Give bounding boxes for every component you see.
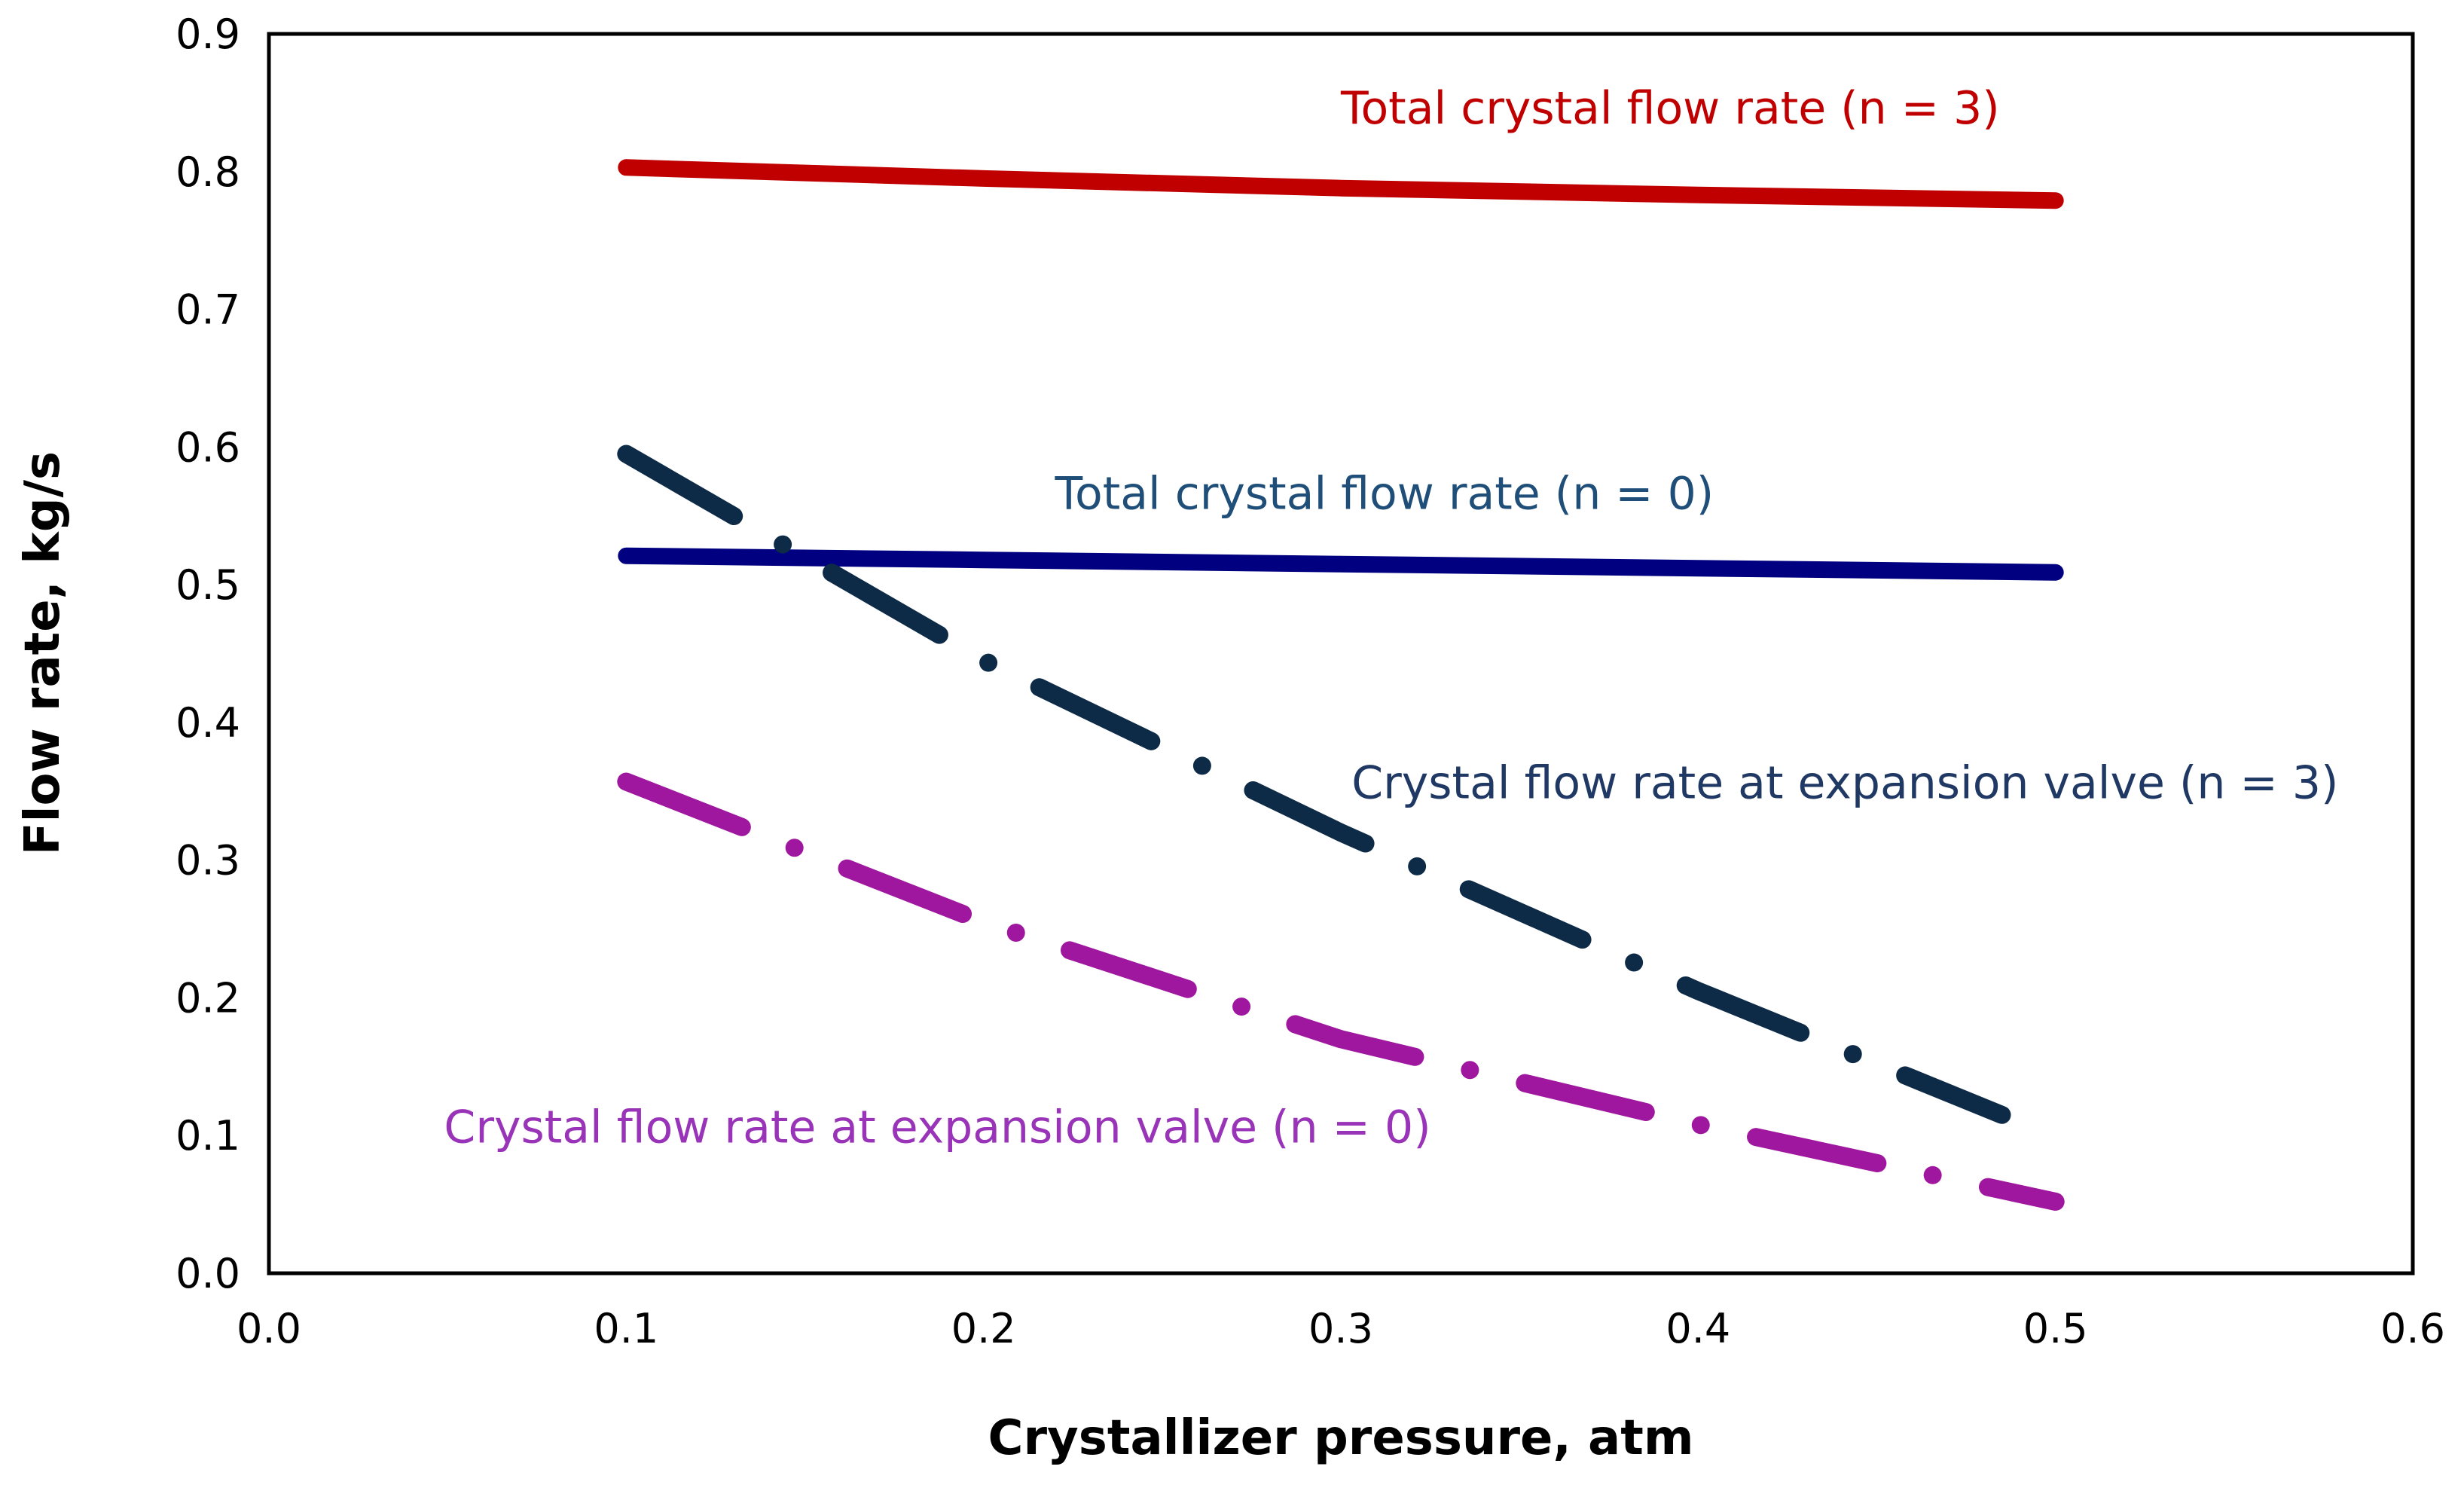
x-tick-label: 0.3 xyxy=(1308,1305,1373,1352)
y-tick-label: 0.5 xyxy=(176,561,240,609)
y-tick-label: 0.4 xyxy=(176,699,240,747)
y-tick-label: 0.7 xyxy=(176,286,240,334)
y-axis-ticks: 0.0 0.1 0.2 0.3 0.4 0.5 0.6 0.7 0.8 0.9 xyxy=(176,11,240,1297)
series-line-2 xyxy=(618,547,2064,581)
series-annotation-3: Crystal flow rate at expansion valve (n … xyxy=(1351,756,2338,809)
x-axis-ticks: 0.0 0.1 0.2 0.3 0.4 0.5 0.6 xyxy=(237,1305,2445,1352)
y-axis-title: Flow rate, kg/s xyxy=(15,451,71,855)
y-tick-label: 0.6 xyxy=(176,423,240,471)
plot-frame xyxy=(267,32,2415,1276)
x-tick-label: 0.1 xyxy=(594,1305,658,1352)
y-tick-label: 0.9 xyxy=(176,11,240,58)
x-axis-title: Crystallizer pressure, atm xyxy=(988,1410,1694,1466)
y-tick-label: 0.8 xyxy=(176,148,240,196)
series-annotation-4: Crystal flow rate at expansion valve (n … xyxy=(444,1101,1430,1153)
x-tick-label: 0.5 xyxy=(2023,1305,2088,1352)
x-tick-label: 0.2 xyxy=(951,1305,1016,1352)
series-annotation-2: Total crystal flow rate (n = 0) xyxy=(1055,468,1714,521)
y-tick-label: 0.0 xyxy=(176,1250,240,1297)
y-tick-label: 0.3 xyxy=(176,837,240,884)
series-line-1 xyxy=(618,159,2064,209)
y-tick-label: 0.2 xyxy=(176,974,240,1022)
y-tick-label: 0.1 xyxy=(176,1112,240,1159)
series-line-4 xyxy=(617,772,2065,1211)
annotation-layer: Total crystal flow rate (n = 3) Total cry… xyxy=(444,82,2338,1154)
series-annotation-1: Total crystal flow rate (n = 3) xyxy=(1340,82,2000,135)
x-tick-label: 0.4 xyxy=(1666,1305,1730,1352)
x-tick-label: 0.0 xyxy=(237,1305,301,1352)
x-tick-label: 0.6 xyxy=(2380,1305,2445,1352)
series-layer xyxy=(617,159,2065,1211)
series-line-3 xyxy=(617,445,2011,1124)
